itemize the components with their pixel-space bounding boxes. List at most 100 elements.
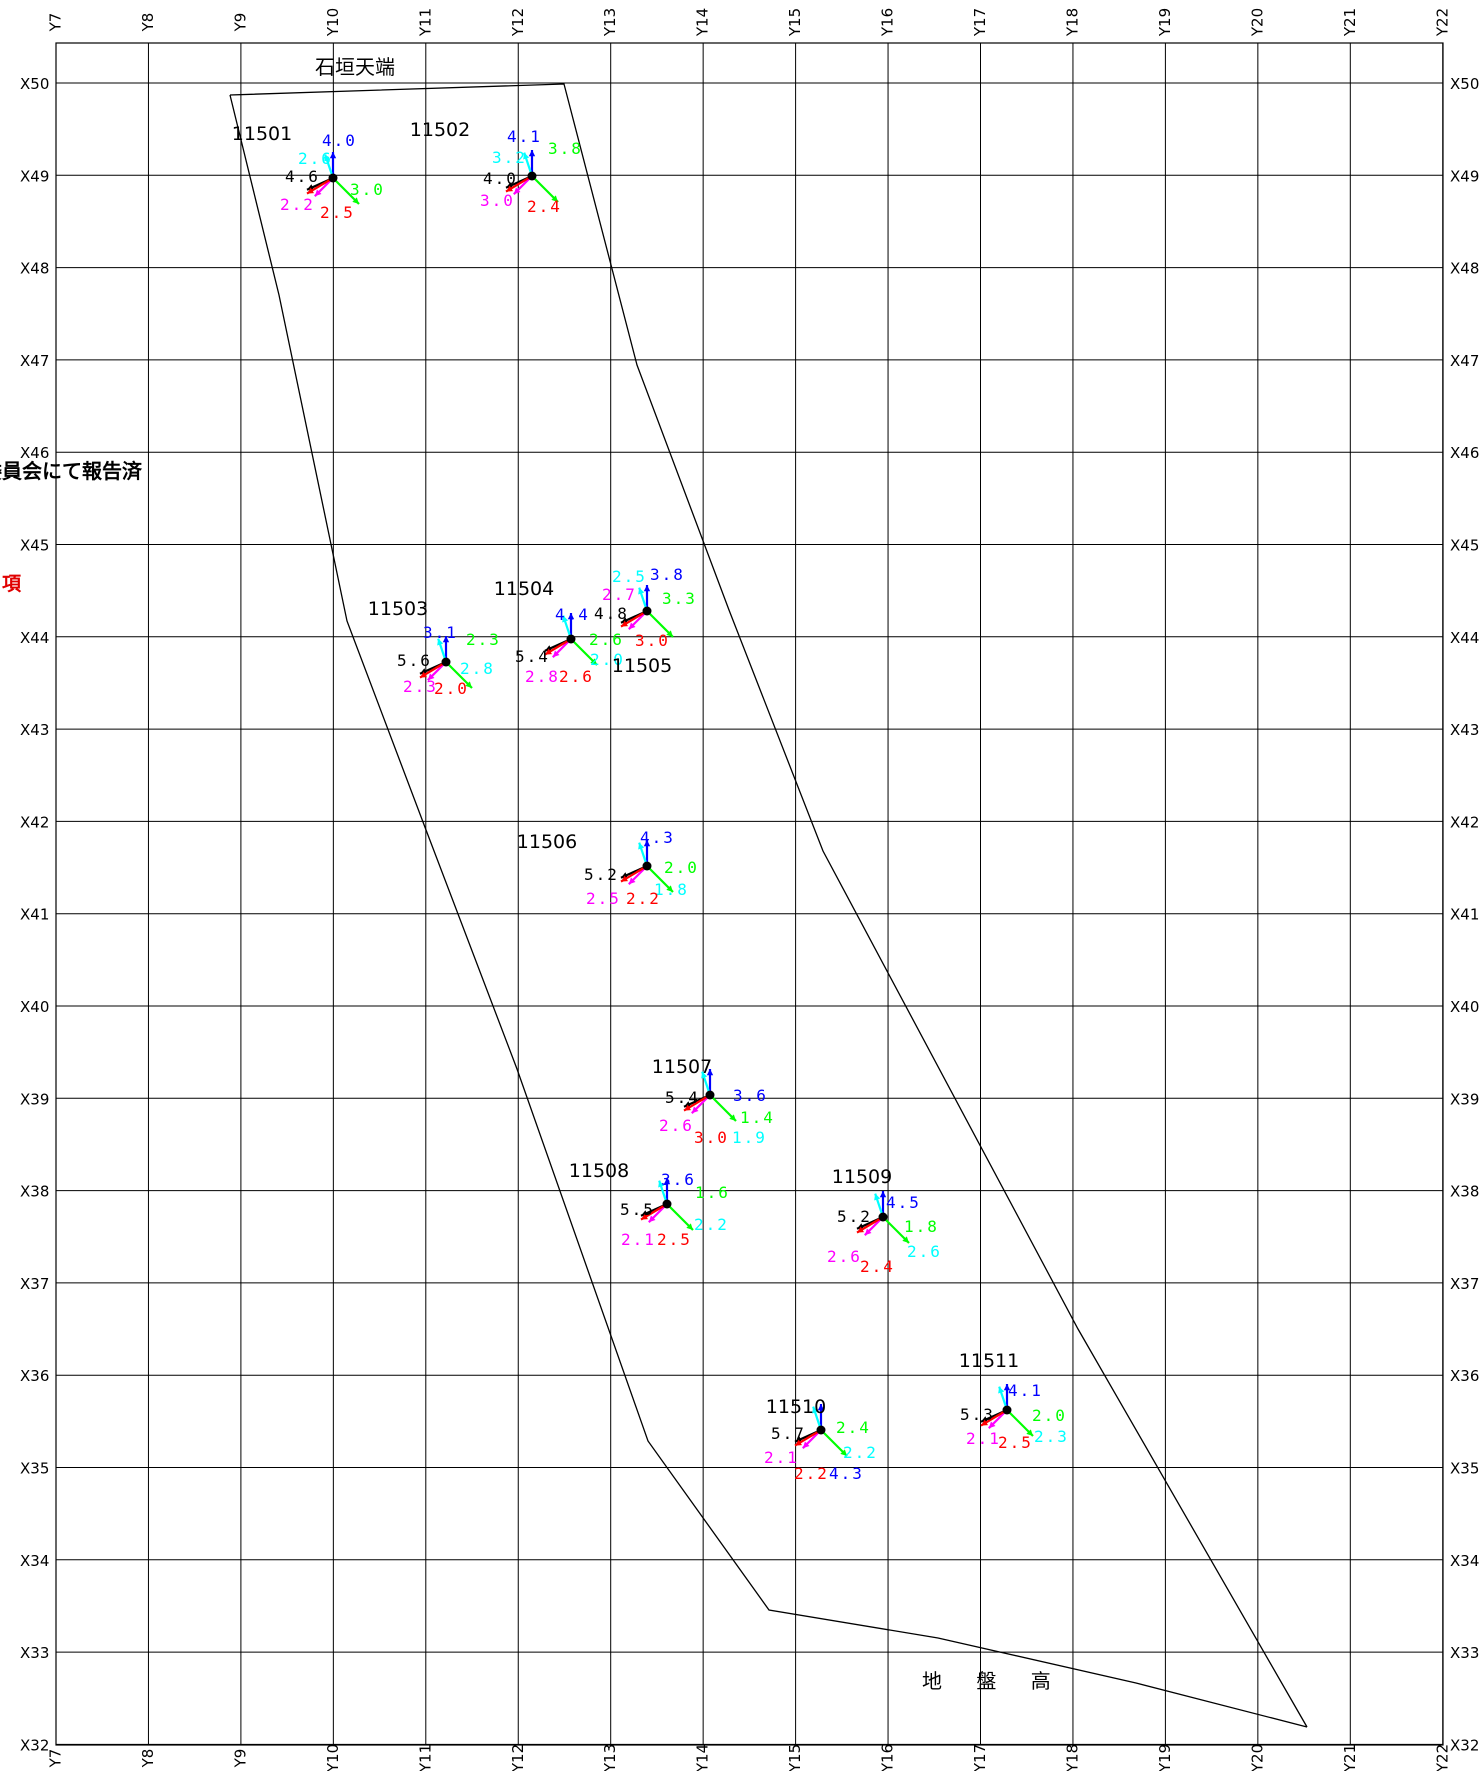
grid-label-left: X32 [20, 1736, 49, 1754]
arrowhead-cyan [562, 615, 569, 623]
value-label-magenta: 2.1 [764, 1448, 799, 1467]
grid-label-bottom: Y21 [1341, 1744, 1359, 1771]
value-label-blue: 4.0 [322, 131, 357, 150]
arrowhead-cyan [812, 1406, 819, 1414]
arrowhead-green [1026, 1429, 1033, 1436]
grid-label-right: X46 [1450, 444, 1479, 462]
arrowhead-red [857, 1226, 864, 1233]
value-label-blue: 4.5 [886, 1193, 921, 1212]
arrowhead-red [795, 1439, 802, 1446]
arrowhead-green [551, 195, 558, 202]
value-label-magenta: 2.8 [525, 667, 560, 686]
arrowhead-blue [643, 585, 651, 592]
arrowhead-cyan [998, 1386, 1005, 1394]
grid-label-left: X37 [20, 1275, 49, 1293]
value-label-red: 2.5 [998, 1433, 1033, 1452]
grid-label-top: Y13 [601, 8, 619, 37]
point-marker [328, 173, 338, 183]
arrowhead-red [981, 1419, 988, 1426]
value-label-black: 5.6 [397, 651, 432, 670]
value-label-blue: 4.3 [640, 828, 675, 847]
wall-bottom-edge [229, 94, 1308, 1728]
grid-label-right: X37 [1450, 1275, 1479, 1293]
value-label-green: 2.0 [664, 858, 699, 877]
arrowhead-black [641, 1210, 648, 1217]
value-label-blue: 4.1 [507, 127, 542, 146]
grid-label-top: Y21 [1341, 8, 1359, 37]
value-label-green: 2.3 [466, 630, 501, 649]
arrowhead-blue [663, 1178, 671, 1185]
grid-label-bottom: Y11 [416, 1744, 434, 1771]
arrowhead-cyan [523, 152, 530, 160]
grid-label-top: Y20 [1248, 8, 1266, 37]
value-label-green: 1.6 [695, 1183, 730, 1202]
value-label-cyan: 2.5 [612, 567, 647, 586]
grid-label-left: X33 [20, 1644, 49, 1662]
point-id-label: 11509 [832, 1166, 892, 1188]
point-marker [642, 861, 652, 871]
value-label-green: 3.8 [548, 139, 583, 158]
grid-label-right: X50 [1450, 75, 1479, 93]
arrowhead-cyan [324, 154, 331, 162]
grid-label-bottom: Y15 [786, 1744, 804, 1771]
point-marker [527, 171, 537, 181]
grid-label-top: Y18 [1063, 8, 1081, 37]
value-label-cyan: 2.8 [460, 659, 495, 678]
grid-label-left: X48 [20, 260, 49, 278]
arrowhead-blue [706, 1069, 714, 1076]
arrowhead-black [621, 872, 628, 879]
arrowhead-black [545, 645, 552, 652]
value-label-green: 3.0 [350, 180, 385, 199]
arrowhead-black [795, 1436, 802, 1443]
grid-label-top: Y14 [694, 8, 712, 37]
grid-label-left: X45 [20, 537, 49, 555]
grid-label-right: X35 [1450, 1460, 1479, 1478]
value-label-blue: 4.4 [555, 605, 590, 624]
arrowhead-blue [528, 150, 536, 157]
arrowhead-green [465, 681, 472, 688]
value-label-red: 2.2 [626, 889, 661, 908]
arrowhead-blue [1003, 1384, 1011, 1391]
value-label-green: 1.8 [904, 1217, 939, 1236]
arrowhead-magenta [628, 877, 636, 885]
point-id-label: 11506 [517, 831, 577, 853]
value-label-red: 3.0 [694, 1128, 729, 1147]
grid-label-bottom: Y10 [324, 1744, 342, 1771]
value-label-magenta: 2.7 [602, 585, 637, 604]
value-label-magenta: 2.5 [586, 889, 621, 908]
grid-label-bottom: Y7 [47, 1749, 65, 1769]
arrowhead-magenta [427, 673, 435, 681]
arrowhead-red [641, 1213, 648, 1220]
arrowhead-black [506, 182, 513, 189]
point-id-label: 11507 [652, 1056, 712, 1078]
grid-label-left: X40 [20, 998, 49, 1016]
arrowhead-green [686, 1223, 693, 1230]
grid-label-top: Y11 [416, 8, 434, 37]
arrowhead-green [840, 1449, 847, 1456]
grid-label-bottom: Y8 [139, 1749, 157, 1769]
point-marker [878, 1212, 888, 1222]
measurement-point-11507: 11507 5.4 3.6 1.41.9 2.63.0 [652, 1056, 775, 1147]
measurement-point-11502: 11502 4.0 4.1 3.8 3.2 3.0 2.4 [410, 119, 583, 216]
point-marker [816, 1425, 826, 1435]
grid-label-right: X33 [1450, 1644, 1479, 1662]
grid-label-left: X49 [20, 167, 49, 185]
value-label-cyan: 2.0 [590, 650, 625, 669]
value-label-cyan: 1.9 [732, 1128, 767, 1147]
grid-label-bottom: Y16 [879, 1744, 897, 1771]
arrowhead-red [621, 875, 628, 882]
arrowhead-red [307, 187, 314, 194]
grid-label-right: X47 [1450, 352, 1479, 370]
arrowhead-red [506, 185, 513, 192]
arrowhead-green [352, 197, 359, 204]
value-label-red: 2.4 [527, 197, 562, 216]
value-label-green: 1.4 [740, 1108, 775, 1127]
value-label-magenta: 2.1 [621, 1230, 656, 1249]
point-marker [1002, 1405, 1012, 1415]
grid-label-left: X35 [20, 1460, 49, 1478]
value-label-black: 5.2 [837, 1207, 872, 1226]
grid-label-right: X49 [1450, 167, 1479, 185]
arrowhead-black [684, 1101, 691, 1108]
